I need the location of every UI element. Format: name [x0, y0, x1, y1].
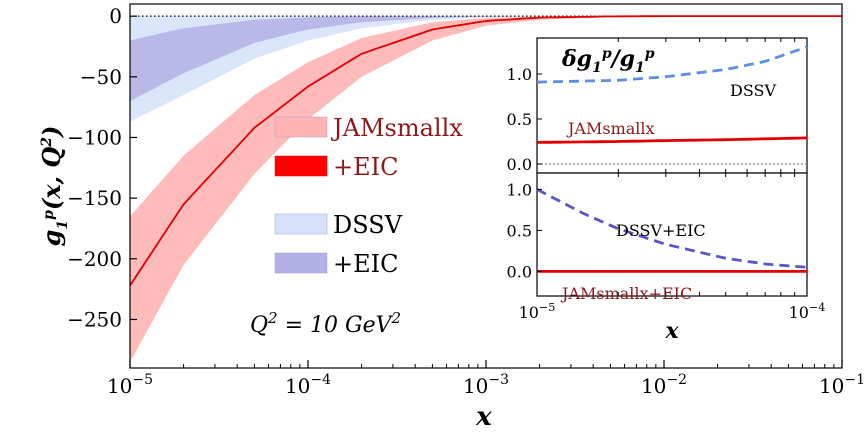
inset-title: δg1p/g1p: [561, 46, 655, 76]
main-plot: 0 −50 −100 −150 −200 −250 10−5 10−4 10−3 10−2 10−1…: [37, 3, 864, 432]
inset-annotation-jamsmallx: JAMsmallx: [566, 119, 655, 138]
legend-label-3: +EIC: [333, 250, 398, 278]
x-tick-label: 10−2: [641, 372, 687, 398]
q2-annotation: Q2 = 10 GeV2: [250, 309, 401, 338]
inset-y-tick-label: 0.0: [507, 262, 532, 281]
inset-x-tick-label: 10−5: [519, 301, 556, 322]
inset-y-tick-label: 0.5: [507, 110, 532, 129]
x-tick-label: 10−1: [819, 372, 864, 398]
legend: JAMsmallx +EIC DSSV +EIC: [274, 114, 463, 278]
line-eic-central: [129, 15, 842, 286]
legend-swatch-1: [274, 155, 328, 177]
inset-x-tick-label: 10−4: [789, 301, 826, 322]
y-tick-label: −250: [67, 307, 122, 331]
y-tick-label: −100: [67, 125, 122, 149]
legend-swatch-2: [274, 213, 328, 235]
legend-swatch-0: [274, 116, 328, 138]
inset-x-axis-label: x: [664, 318, 679, 344]
inset-annotation-jamsmallx-eic: JAMsmallx+EIC: [560, 284, 692, 303]
inset-annotation-dssv: DSSV: [730, 81, 776, 100]
x-tick-label: 10−3: [463, 372, 509, 398]
band-jamsmallx-0: [130, 16, 842, 362]
inset-series-dssv: [536, 45, 808, 84]
inset-series-jamsmallx: [537, 136, 808, 144]
inset-y-tick-label: 1.0: [507, 180, 532, 199]
y-tick-label: 0: [109, 4, 122, 28]
legend-label-0: JAMsmallx: [330, 114, 463, 142]
inset-ratio-top: 0.0 0.5 1.0 δg1p/g1p DSSV JAMsmallx: [507, 37, 808, 174]
inset-annotation-dssv-eic: DSSV+EIC: [616, 221, 706, 240]
legend-swatch-3: [274, 252, 328, 274]
inset-frame: [536, 37, 808, 174]
inset-y-tick-label: 0.0: [507, 155, 532, 174]
inset-y-tick-label: 0.5: [507, 221, 532, 240]
y-tick-label: −50: [80, 65, 122, 89]
x-tick-label: 10−4: [285, 372, 331, 398]
x-tick-label: 10−5: [107, 372, 153, 398]
inset-frame: [536, 172, 808, 297]
inset-y-tick-label: 1.0: [507, 65, 532, 84]
legend-label-1: +EIC: [333, 153, 398, 181]
y-axis-label: g1p(x, Q2): [37, 126, 71, 247]
inset-series-dssveic: [536, 188, 808, 269]
x-axis-label: x: [475, 402, 492, 432]
y-tick-label: −200: [67, 247, 122, 271]
inset-ratio-bottom: 0.0 0.5 1.0 10−5 10−4 x DSSV+EIC JAMsmallx+EIC: [507, 172, 826, 344]
legend-label-2: DSSV: [333, 211, 403, 239]
y-tick-label: −150: [67, 186, 122, 210]
